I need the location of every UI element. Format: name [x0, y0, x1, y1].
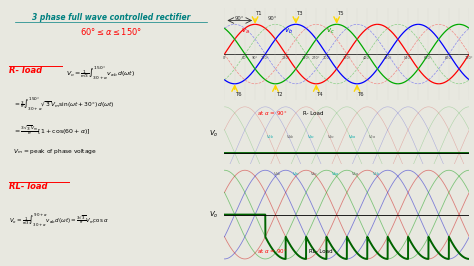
Text: 480°: 480°	[383, 56, 392, 60]
Text: 60°: 60°	[242, 56, 248, 60]
Text: $V_{cb}$: $V_{cb}$	[266, 133, 274, 141]
Text: T5: T5	[337, 11, 344, 16]
Text: $V_m$ = peak of phase voltage: $V_m$ = peak of phase voltage	[13, 147, 97, 156]
Text: at $\alpha$ = 90°: at $\alpha$ = 90°	[257, 247, 287, 255]
Text: $V_{cb}$: $V_{cb}$	[372, 171, 380, 178]
Text: $V_{ac}$: $V_{ac}$	[307, 133, 315, 141]
Text: $V_o=\frac{1}{\pi/3}\int_{30+\alpha}^{90+\alpha}v_{ab}\,d(\omega t)=\frac{3\sqrt: $V_o=\frac{1}{\pi/3}\int_{30+\alpha}^{90…	[9, 213, 109, 229]
Text: 660°: 660°	[445, 56, 453, 60]
Text: R- load: R- load	[9, 66, 42, 75]
Text: T3: T3	[297, 11, 303, 16]
Text: at $\alpha$ = 90°: at $\alpha$ = 90°	[257, 109, 287, 117]
Text: $V_{ca}$: $V_{ca}$	[368, 133, 376, 141]
Text: 270°: 270°	[312, 56, 320, 60]
Text: 180°: 180°	[282, 56, 290, 60]
Text: $v_a$: $v_a$	[241, 27, 250, 36]
Text: $V_o=\frac{1}{\pi/3}\int_{30+\alpha}^{150°}v_{ab}\,d(\omega t)$: $V_o=\frac{1}{\pi/3}\int_{30+\alpha}^{15…	[66, 66, 136, 82]
Text: 90°: 90°	[235, 16, 245, 20]
Text: 3 phase full wave controlled rectifier: 3 phase full wave controlled rectifier	[32, 13, 191, 22]
Text: 600°: 600°	[424, 56, 433, 60]
Text: T6: T6	[236, 92, 242, 97]
Text: $V_{ab}$: $V_{ab}$	[273, 171, 282, 178]
Text: $60°\leq\alpha\leq150°$: $60°\leq\alpha\leq150°$	[80, 26, 142, 37]
Text: 540°: 540°	[404, 56, 412, 60]
Text: 0°: 0°	[222, 56, 227, 60]
Text: $v_c$: $v_c$	[327, 27, 335, 36]
Text: 300°: 300°	[322, 56, 331, 60]
Text: $=\frac{3}{\pi}\int_{30+\alpha}^{150°}\sqrt{3}\,V_m\sin(\omega t+30°)\,d(\omega : $=\frac{3}{\pi}\int_{30+\alpha}^{150°}\s…	[13, 97, 115, 113]
Text: $V_{bc}$: $V_{bc}$	[327, 133, 336, 141]
Text: 90°: 90°	[267, 16, 277, 20]
Text: $V_{ac}$: $V_{ac}$	[292, 171, 300, 178]
Text: 360°: 360°	[343, 56, 351, 60]
Text: $V_o$: $V_o$	[209, 129, 219, 139]
Text: R- Load: R- Load	[303, 111, 323, 116]
Text: $V_{ca}$: $V_{ca}$	[351, 171, 360, 178]
Text: $v_b$: $v_b$	[284, 27, 293, 36]
Text: T1: T1	[256, 11, 263, 16]
Text: 90°: 90°	[252, 56, 258, 60]
Text: 420°: 420°	[363, 56, 372, 60]
Text: RL- load: RL- load	[9, 182, 47, 191]
Text: RL- Load: RL- Load	[310, 249, 333, 254]
Text: T4: T4	[317, 92, 324, 97]
Text: $V_o$: $V_o$	[209, 210, 219, 220]
Text: T6: T6	[358, 92, 365, 97]
Text: T2: T2	[276, 92, 283, 97]
Text: $=\frac{3\sqrt{3}\,V_m}{\pi}[1+\cos(60+\alpha)]$: $=\frac{3\sqrt{3}\,V_m}{\pi}[1+\cos(60+\…	[13, 124, 91, 137]
Text: $V_{ba}$: $V_{ba}$	[347, 133, 356, 141]
Text: $V_{ab}$: $V_{ab}$	[286, 133, 295, 141]
Text: 240°: 240°	[302, 56, 310, 60]
Text: 120°: 120°	[261, 56, 270, 60]
Text: 720°: 720°	[465, 56, 474, 60]
Text: $V_{bc}$: $V_{bc}$	[310, 171, 319, 178]
Text: $V_{ba}$: $V_{ba}$	[331, 171, 339, 178]
